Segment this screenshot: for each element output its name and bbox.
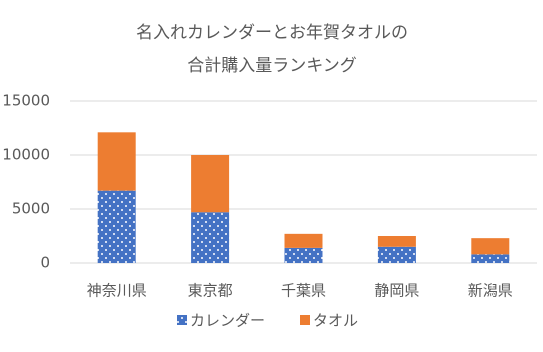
legend-swatch xyxy=(177,315,187,325)
bar-segment xyxy=(97,190,136,263)
bar-segment xyxy=(284,233,323,248)
bar-segment xyxy=(377,246,416,263)
x-tick-label: 東京都 xyxy=(188,282,233,300)
bar-segment xyxy=(284,247,323,263)
bar-segment xyxy=(97,132,136,191)
legend-swatch xyxy=(300,315,310,325)
y-tick-label: 15000 xyxy=(2,92,50,110)
bar-segment xyxy=(191,155,230,213)
y-tick-label: 10000 xyxy=(2,146,50,164)
bar-segment xyxy=(377,236,416,247)
bar-segment xyxy=(471,238,510,255)
bar-segment xyxy=(191,212,230,263)
y-tick-label: 0 xyxy=(40,254,50,272)
y-tick-label: 5000 xyxy=(12,200,50,218)
legend-label: タオル xyxy=(313,312,358,330)
x-tick-label: 千葉県 xyxy=(281,282,326,300)
x-tick-label: 新潟県 xyxy=(468,282,513,300)
legend-label: カレンダー xyxy=(190,312,265,330)
chart-title: 合計購入量ランキング xyxy=(187,56,357,76)
x-tick-label: 神奈川県 xyxy=(87,282,147,300)
chart-title: 名入れカレンダーとお年賀タオルの xyxy=(136,23,408,43)
bar-segment xyxy=(471,254,510,263)
x-tick-label: 静岡県 xyxy=(374,282,419,300)
